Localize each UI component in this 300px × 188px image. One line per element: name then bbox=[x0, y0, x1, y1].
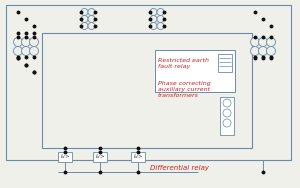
Text: Restricted earth
fault relay: Restricted earth fault relay bbox=[158, 58, 209, 69]
Bar bbox=[131, 152, 145, 162]
Circle shape bbox=[259, 37, 268, 46]
Text: Differential relay: Differential relay bbox=[150, 165, 209, 171]
Text: Phase correcting
auxiliary current
transformers: Phase correcting auxiliary current trans… bbox=[158, 81, 211, 98]
Circle shape bbox=[157, 8, 164, 15]
Circle shape bbox=[14, 37, 22, 46]
Circle shape bbox=[157, 15, 164, 23]
Bar bbox=[42, 33, 252, 148]
Circle shape bbox=[150, 15, 157, 23]
Text: $I_d$>: $I_d$> bbox=[133, 152, 143, 161]
Text: $I_d$>: $I_d$> bbox=[60, 152, 70, 161]
Circle shape bbox=[22, 46, 31, 55]
Circle shape bbox=[150, 8, 157, 15]
Circle shape bbox=[29, 46, 38, 55]
Circle shape bbox=[259, 46, 268, 55]
Bar bbox=[6, 5, 291, 160]
Circle shape bbox=[223, 99, 231, 107]
Circle shape bbox=[81, 8, 88, 15]
Bar bbox=[93, 152, 107, 162]
Bar bbox=[220, 97, 234, 135]
Circle shape bbox=[266, 37, 275, 46]
Circle shape bbox=[22, 37, 31, 46]
Circle shape bbox=[150, 23, 157, 30]
Circle shape bbox=[250, 46, 260, 55]
Bar bbox=[58, 152, 72, 162]
Circle shape bbox=[266, 46, 275, 55]
Circle shape bbox=[223, 109, 231, 117]
Bar bbox=[218, 54, 232, 72]
Circle shape bbox=[81, 23, 88, 30]
Circle shape bbox=[223, 119, 231, 127]
Circle shape bbox=[14, 46, 22, 55]
Circle shape bbox=[88, 23, 95, 30]
Bar bbox=[155, 50, 235, 92]
Circle shape bbox=[157, 23, 164, 30]
Text: $I_d$>: $I_d$> bbox=[95, 152, 105, 161]
Circle shape bbox=[81, 15, 88, 23]
Circle shape bbox=[29, 37, 38, 46]
Circle shape bbox=[250, 37, 260, 46]
Circle shape bbox=[88, 15, 95, 23]
Circle shape bbox=[88, 8, 95, 15]
